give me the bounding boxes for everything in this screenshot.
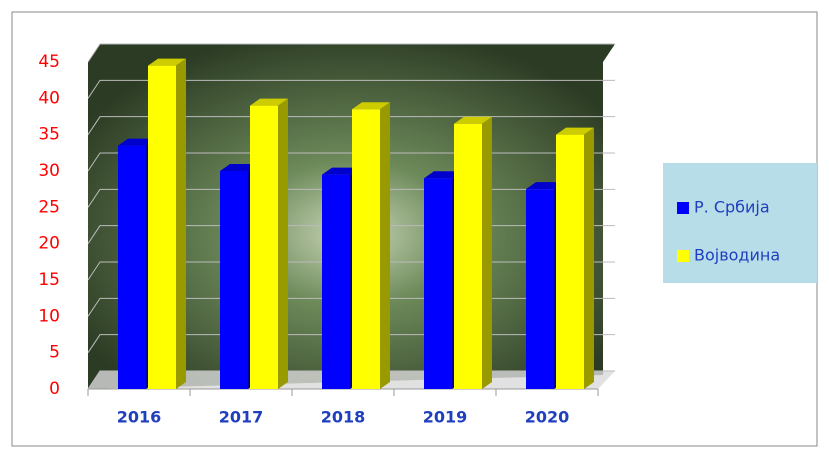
bar-face: [556, 127, 594, 135]
y-tick-label: 5: [49, 343, 60, 363]
bar-face: [118, 138, 156, 146]
bar-face: [380, 102, 390, 389]
bar-face: [220, 164, 258, 171]
grid-line: [87, 116, 615, 135]
x-tick-label: 2016: [117, 408, 162, 427]
bar: [352, 102, 390, 389]
x-tick-label: 2020: [525, 408, 570, 427]
bar-face: [148, 58, 186, 66]
legend-label: Р. Србија: [694, 198, 770, 217]
x-tick-label: 2019: [423, 408, 468, 427]
legend-box: [663, 163, 817, 283]
bar-face: [584, 127, 594, 390]
legend-label: Војводина: [694, 246, 780, 265]
bar-face: [424, 171, 462, 179]
bar-face: [278, 98, 288, 389]
bar-face: [352, 102, 390, 110]
bar-face: [556, 134, 584, 389]
bar: [250, 98, 288, 389]
y-tick-label: 25: [38, 197, 60, 217]
y-tick-label: 30: [38, 161, 60, 181]
grid-line: [87, 152, 615, 172]
bar-face: [250, 105, 278, 389]
bar-face: [250, 98, 288, 106]
bar-face: [482, 116, 492, 390]
bar-face: [322, 174, 350, 389]
bar-face: [352, 109, 380, 389]
bar-face: [176, 58, 186, 390]
legend-swatch: [677, 202, 689, 214]
y-tick-label: 20: [38, 234, 60, 254]
bar-face: [454, 123, 482, 390]
y-tick-label: 35: [38, 125, 60, 145]
bar-face: [454, 116, 492, 124]
bar-face: [148, 65, 176, 389]
bar-face: [220, 171, 248, 389]
grid-line: [87, 43, 615, 63]
bar: [454, 116, 492, 390]
y-tick-label: 10: [38, 306, 60, 326]
y-tick-label: 40: [38, 88, 60, 108]
bar-face: [526, 182, 564, 190]
y-tick-label: 0: [49, 379, 60, 399]
grid-line: [87, 79, 615, 99]
bar: [556, 127, 594, 390]
bar-face: [424, 178, 452, 389]
x-tick-label: 2017: [219, 408, 264, 427]
bar-face: [526, 189, 554, 389]
legend-swatch: [677, 250, 689, 262]
bar-face: [322, 167, 360, 175]
bar-face: [118, 145, 146, 389]
bar: [148, 58, 186, 390]
x-tick-label: 2018: [321, 408, 366, 427]
y-tick-label: 45: [38, 52, 60, 72]
y-tick-label: 15: [38, 270, 60, 290]
